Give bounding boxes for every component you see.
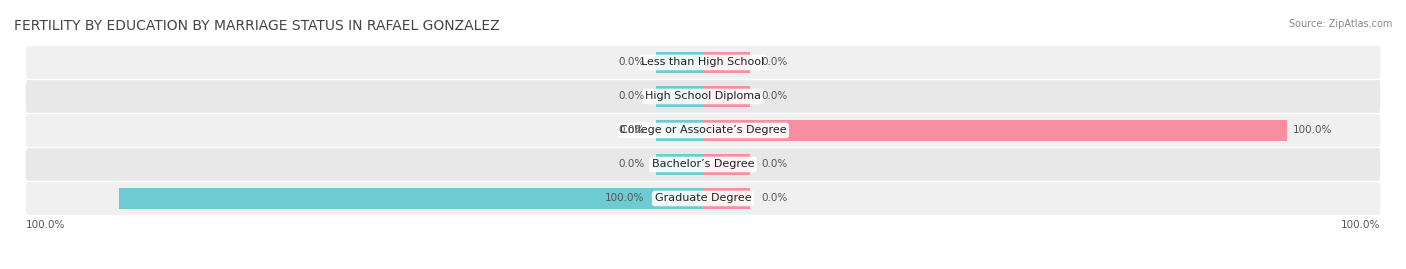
Text: Less than High School: Less than High School [641,58,765,68]
Bar [657,52,703,73]
Text: 0.0%: 0.0% [762,193,787,203]
Text: Bachelor’s Degree: Bachelor’s Degree [652,160,754,169]
Bar [657,154,703,175]
Bar [703,120,1286,141]
Text: 0.0%: 0.0% [619,91,644,101]
Text: Graduate Degree: Graduate Degree [655,193,751,203]
Text: 0.0%: 0.0% [619,58,644,68]
FancyBboxPatch shape [25,46,1381,79]
Bar [703,52,749,73]
Text: 100.0%: 100.0% [605,193,644,203]
Bar [703,86,749,107]
FancyBboxPatch shape [25,80,1381,113]
Text: 0.0%: 0.0% [762,160,787,169]
Text: College or Associate’s Degree: College or Associate’s Degree [620,125,786,136]
Text: 0.0%: 0.0% [619,160,644,169]
Text: 100.0%: 100.0% [1292,125,1331,136]
Text: 0.0%: 0.0% [762,58,787,68]
Text: 100.0%: 100.0% [1341,220,1381,229]
FancyBboxPatch shape [25,182,1381,215]
Bar [657,86,703,107]
Text: 100.0%: 100.0% [25,220,65,229]
FancyBboxPatch shape [25,148,1381,181]
Text: High School Diploma: High School Diploma [645,91,761,101]
Bar [703,154,749,175]
Bar [657,120,703,141]
Text: 0.0%: 0.0% [619,125,644,136]
Text: FERTILITY BY EDUCATION BY MARRIAGE STATUS IN RAFAEL GONZALEZ: FERTILITY BY EDUCATION BY MARRIAGE STATU… [14,19,499,33]
Text: 0.0%: 0.0% [762,91,787,101]
FancyBboxPatch shape [25,114,1381,147]
Bar [703,188,749,209]
Text: Source: ZipAtlas.com: Source: ZipAtlas.com [1288,19,1392,29]
Bar [120,188,703,209]
